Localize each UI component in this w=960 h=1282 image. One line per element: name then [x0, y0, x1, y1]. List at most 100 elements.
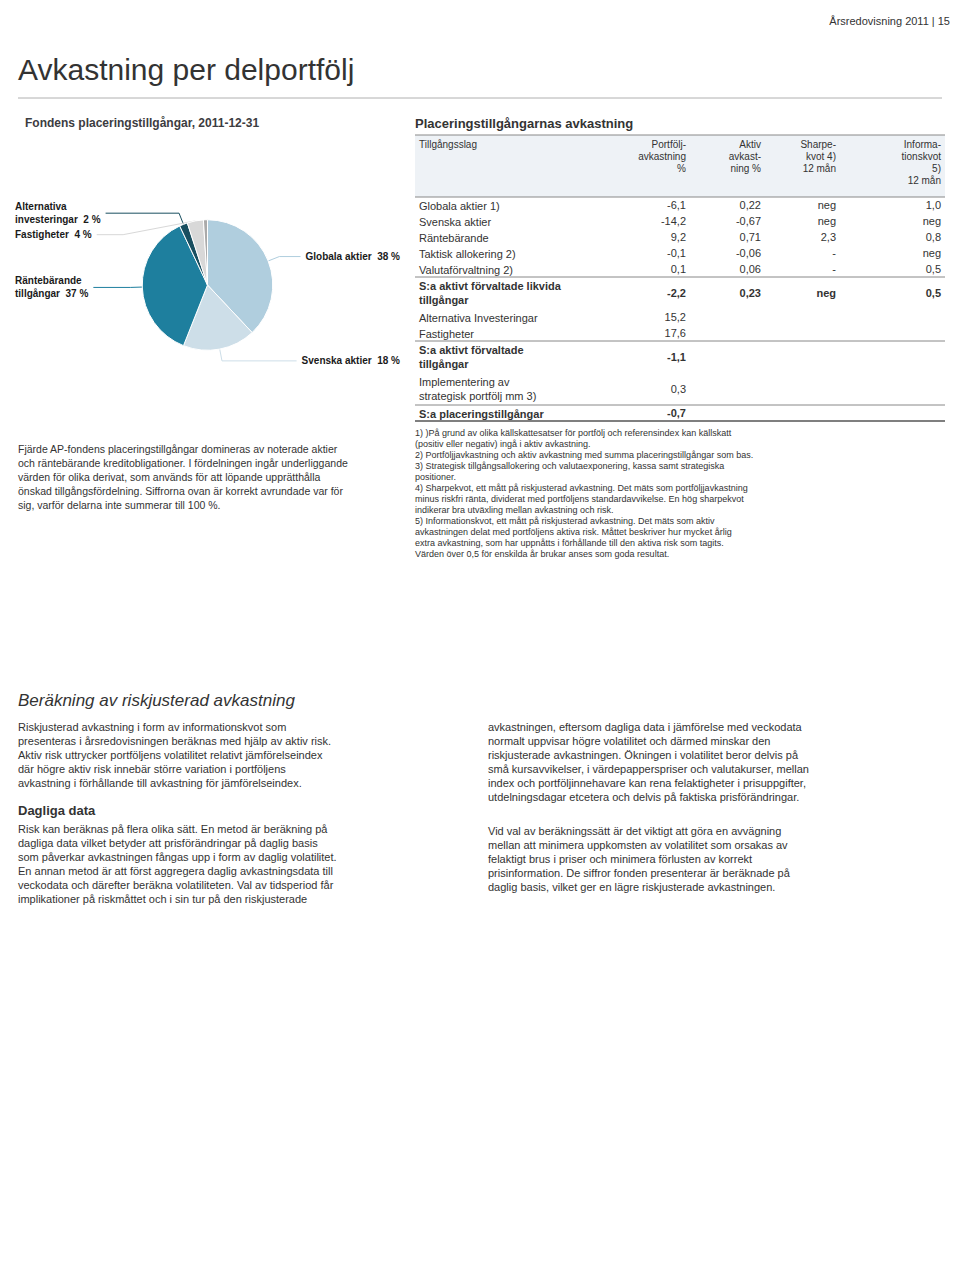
- svg-text:-0,06: -0,06: [736, 247, 761, 259]
- svg-text:-1,1: -1,1: [667, 351, 686, 363]
- svg-text:tillgångar: tillgångar: [419, 294, 469, 306]
- svg-text:0,06: 0,06: [740, 263, 761, 275]
- svg-text:Fastigheter: Fastigheter: [419, 328, 474, 340]
- svg-text:Globala aktier 38 %: Globala aktier 38 %: [306, 251, 401, 262]
- svg-text:0,71: 0,71: [740, 231, 761, 243]
- svg-text:0,5: 0,5: [926, 287, 941, 299]
- svg-text:Svenska aktier: Svenska aktier: [419, 216, 491, 228]
- svg-text:Implementering av: Implementering av: [419, 376, 510, 388]
- svg-text:avkastning i förhållande till: avkastning i förhållande till avkastning…: [18, 777, 302, 789]
- svg-text:extra avkastning, som har uppn: extra avkastning, som har uppnåtts i för…: [415, 538, 724, 548]
- svg-text:S:a aktivt förvaltade: S:a aktivt förvaltade: [419, 344, 524, 356]
- svg-text:tionskvot: tionskvot: [902, 151, 942, 162]
- svg-text:strategisk portfölj mm 3): strategisk portfölj mm 3): [419, 390, 536, 402]
- svg-text:Aktiv risk uttrycker portfölje: Aktiv risk uttrycker portföljens volatil…: [18, 749, 323, 761]
- svg-text:Dagliga data: Dagliga data: [18, 803, 96, 818]
- svg-text:Valutaförvaltning 2): Valutaförvaltning 2): [419, 264, 513, 276]
- svg-text:9,2: 9,2: [671, 231, 686, 243]
- svg-text:mellan att minimera uppkomsten: mellan att minimera uppkomsten av volati…: [488, 839, 788, 851]
- svg-text:-0,1: -0,1: [667, 247, 686, 259]
- svg-text:där högre aktiv risk innebär s: där högre aktiv risk innebär större vari…: [18, 763, 286, 775]
- svg-text:-0,67: -0,67: [736, 215, 761, 227]
- svg-text:ning %: ning %: [730, 163, 761, 174]
- svg-text:-: -: [832, 247, 836, 259]
- svg-text:normalt uppvisar högre volatil: normalt uppvisar högre volatilitet och d…: [488, 735, 770, 747]
- svg-text:%: %: [677, 163, 686, 174]
- svg-text:Informa-: Informa-: [904, 139, 941, 150]
- svg-text:0,1: 0,1: [671, 263, 686, 275]
- svg-text:som påverkar avkastningen fång: som påverkar avkastningen fångas upp i f…: [18, 851, 337, 863]
- svg-text:Vid val av beräkningssätt är d: Vid val av beräkningssätt är det viktigt…: [488, 825, 781, 837]
- svg-text:investeringar 2 %: investeringar 2 %: [15, 214, 101, 225]
- svg-text:-0,7: -0,7: [667, 407, 686, 419]
- svg-text:Taktisk allokering 2): Taktisk allokering 2): [419, 248, 516, 260]
- svg-text:neg: neg: [818, 215, 836, 227]
- svg-text:Portfölj-: Portfölj-: [652, 139, 686, 150]
- svg-text:utdelningsdagar etcetera och d: utdelningsdagar etcetera och delvis på f…: [488, 791, 799, 803]
- svg-text:Riskjusterad avkastning i form: Riskjusterad avkastning i form av inform…: [18, 721, 286, 733]
- svg-text:Fastigheter 4 %: Fastigheter 4 %: [15, 229, 92, 240]
- svg-text:Svenska aktier 18 %: Svenska aktier 18 %: [302, 355, 401, 366]
- svg-text:0,5: 0,5: [926, 263, 941, 275]
- svg-text:Alternativa Investeringar: Alternativa Investeringar: [419, 312, 538, 324]
- svg-text:(positiv eller negativ) ingå i: (positiv eller negativ) ingå i aktiv avk…: [415, 439, 591, 449]
- svg-text:0,23: 0,23: [740, 287, 761, 299]
- svg-text:riskjusterade avkastningen. Ök: riskjusterade avkastningen. Ökningen i v…: [488, 749, 799, 761]
- svg-text:Globala aktier 1): Globala aktier 1): [419, 200, 500, 212]
- svg-text:index och portföljinnehavare k: index och portföljinnehavare kan rena fe…: [488, 777, 806, 789]
- svg-text:Risk kan beräknas på flera oli: Risk kan beräknas på flera olika sätt. E…: [18, 823, 328, 835]
- svg-text:2) Portföljjavkastning och akt: 2) Portföljjavkastning och aktiv avkastn…: [415, 450, 753, 460]
- svg-text:1,0: 1,0: [926, 199, 941, 211]
- svg-text:kvot 4): kvot 4): [806, 151, 836, 162]
- svg-text:Avkastning per delportfölj: Avkastning per delportfölj: [18, 53, 354, 86]
- svg-text:12 mån: 12 mån: [908, 175, 941, 186]
- svg-text:Beräkning av riskjusterad avka: Beräkning av riskjusterad avkastning: [18, 691, 295, 710]
- svg-text:Tillgångsslag: Tillgångsslag: [419, 139, 477, 150]
- svg-text:Räntebärande: Räntebärande: [419, 232, 489, 244]
- svg-text:Alternativa: Alternativa: [15, 201, 67, 212]
- svg-text:avkastning: avkastning: [638, 151, 686, 162]
- svg-text:-: -: [832, 263, 836, 275]
- svg-text:3) Strategisk tillgångsalloker: 3) Strategisk tillgångsallokering och va…: [415, 461, 724, 471]
- svg-text:positioner.: positioner.: [415, 472, 456, 482]
- svg-text:5) Informationskvot, ett mått: 5) Informationskvot, ett mått på riskjus…: [415, 516, 715, 526]
- svg-text:presenteras i årsredovisningen: presenteras i årsredovisningen beräknas …: [18, 735, 331, 747]
- svg-text:neg: neg: [923, 215, 941, 227]
- svg-text:och räntebärande kreditobligat: och räntebärande kreditobligationer. I f…: [18, 457, 348, 469]
- svg-text:17,6: 17,6: [665, 327, 686, 339]
- svg-text:5): 5): [932, 163, 941, 174]
- svg-text:tillgångar: tillgångar: [419, 358, 469, 370]
- svg-text:avkastningen, eftersom dagliga: avkastningen, eftersom dagliga data i jä…: [488, 721, 803, 733]
- svg-text:minus riskfri ränta, dividerat: minus riskfri ränta, dividerat med portf…: [415, 494, 744, 504]
- svg-text:Placeringstillgångarnas avkast: Placeringstillgångarnas avkastning: [415, 116, 633, 131]
- svg-text:daglig basis, vilket ger en lä: daglig basis, vilket ger en lägre riskju…: [488, 881, 775, 893]
- svg-text:neg: neg: [818, 199, 836, 211]
- svg-text:Årsredovisning 2011 | 15: Årsredovisning 2011 | 15: [829, 15, 950, 27]
- svg-text:avkast-: avkast-: [729, 151, 761, 162]
- svg-text:S:a aktivt förvaltade likvida: S:a aktivt förvaltade likvida: [419, 280, 562, 292]
- svg-text:-14,2: -14,2: [661, 215, 686, 227]
- svg-text:En annan metod är att först ag: En annan metod är att först aggregera da…: [18, 865, 333, 877]
- svg-text:2,3: 2,3: [821, 231, 836, 243]
- svg-text:Sharpe-: Sharpe-: [800, 139, 836, 150]
- svg-text:tillgångar 37 %: tillgångar 37 %: [15, 288, 88, 299]
- svg-text:-6,1: -6,1: [667, 199, 686, 211]
- svg-text:implikationer på riskmåttet oc: implikationer på riskmåttet och i sin tu…: [18, 893, 307, 905]
- svg-text:-2,2: -2,2: [667, 287, 686, 299]
- svg-text:0,22: 0,22: [740, 199, 761, 211]
- svg-text:Fjärde AP-fondens placeringsti: Fjärde AP-fondens placeringstillgångar d…: [18, 443, 338, 455]
- svg-text:Aktiv: Aktiv: [739, 139, 761, 150]
- svg-text:felaktigt brus i priser och mi: felaktigt brus i priser och minimera för…: [488, 853, 752, 865]
- svg-text:värden för olika derivat, som: värden för olika derivat, som används fö…: [18, 471, 321, 483]
- svg-text:15,2: 15,2: [665, 311, 686, 323]
- svg-text:Fondens placeringstillgångar,: Fondens placeringstillgångar, 2011-12-31: [25, 116, 259, 130]
- svg-text:S:a placeringstillgångar: S:a placeringstillgångar: [419, 408, 544, 420]
- svg-text:0,3: 0,3: [671, 383, 686, 395]
- svg-text:avkastningen delat med portföl: avkastningen delat med portföljens aktiv…: [415, 527, 732, 537]
- svg-text:1) )På grund av olika källskat: 1) )På grund av olika källskattesatser f…: [415, 428, 732, 438]
- svg-text:prisinformation. De siffror fo: prisinformation. De siffror fonden prese…: [488, 867, 791, 879]
- svg-text:Räntebärande: Räntebärande: [15, 275, 82, 286]
- svg-text:neg: neg: [816, 287, 836, 299]
- svg-text:önskad tillgångsfördelning. Si: önskad tillgångsfördelning. Siffrorna ov…: [18, 485, 343, 497]
- svg-text:sig, varför delarna inte summe: sig, varför delarna inte summerar till 1…: [18, 499, 221, 511]
